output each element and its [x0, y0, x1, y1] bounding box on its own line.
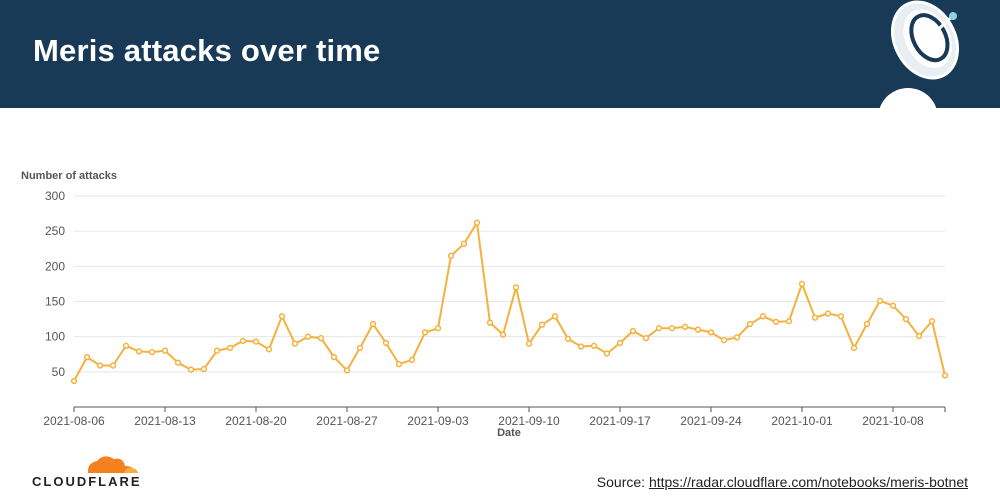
data-point	[239, 337, 247, 345]
data-point	[759, 313, 767, 320]
data-point	[122, 342, 130, 349]
data-point	[876, 297, 884, 304]
data-point	[707, 329, 715, 336]
x-axis-ticks: 2021-08-06 2021-08-13 2021-08-20 2021-08-27…	[43, 407, 946, 428]
data-point	[460, 240, 468, 247]
x-tick-label: 2021-09-10	[498, 414, 560, 428]
data-point	[772, 318, 780, 326]
y-tick-label: 200	[45, 259, 65, 273]
data-point	[733, 334, 741, 341]
data-point	[889, 302, 897, 309]
data-point	[434, 325, 442, 332]
x-tick-label: 2021-09-24	[680, 414, 742, 428]
data-point	[642, 334, 650, 342]
y-tick-label: 50	[52, 365, 66, 379]
header-banner: Meris attacks over time	[0, 0, 1000, 108]
data-point	[148, 348, 156, 356]
data-point	[551, 313, 559, 320]
data-point	[798, 280, 806, 288]
data-point	[603, 350, 611, 357]
data-point	[226, 344, 234, 352]
y-axis-label: Number of attacks	[21, 170, 117, 182]
y-tick-label: 150	[45, 295, 65, 309]
line-chart: Number of attacks 50 100 150 200 250 300 2021…	[21, 170, 949, 439]
data-point	[304, 333, 312, 340]
x-tick-label: 2021-08-20	[225, 414, 287, 428]
data-point	[174, 359, 182, 366]
data-point	[577, 343, 585, 350]
source-note: Source: https://radar.cloudflare.com/not…	[597, 474, 968, 490]
data-point	[135, 348, 143, 355]
data-point	[83, 353, 91, 361]
data-point	[382, 339, 390, 347]
data-point	[720, 337, 728, 344]
data-point	[187, 366, 195, 373]
data-point	[161, 347, 169, 354]
data-point	[278, 313, 286, 320]
satellite-dish-icon	[879, 0, 959, 108]
x-tick-label: 2021-09-03	[407, 414, 469, 428]
x-tick-label: 2021-08-13	[134, 414, 196, 428]
data-point	[291, 340, 299, 347]
y-tick-label: 250	[45, 224, 65, 238]
data-point	[538, 321, 546, 328]
data-point	[408, 356, 416, 364]
x-tick-label: 2021-08-27	[316, 414, 378, 428]
data-point	[109, 362, 117, 369]
x-tick-label: 2021-10-01	[771, 414, 833, 428]
data-point	[824, 310, 832, 317]
y-tick-label: 300	[45, 189, 65, 203]
data-point	[590, 342, 598, 349]
data-point	[681, 323, 689, 330]
x-axis-label: Date	[497, 427, 521, 439]
data-point	[330, 353, 338, 361]
data-point	[447, 252, 455, 259]
data-point	[343, 367, 351, 374]
x-tick-label: 2021-08-06	[43, 414, 105, 428]
data-point	[629, 327, 637, 335]
source-label: Source:	[596, 474, 649, 490]
data-point	[863, 320, 871, 328]
source-link[interactable]: https://radar.cloudflare.com/notebooks/m…	[648, 474, 968, 490]
data-point	[421, 329, 429, 336]
cloudflare-cloud-icon	[87, 456, 138, 473]
data-point	[668, 325, 676, 332]
data-point	[200, 365, 208, 373]
data-point	[213, 347, 221, 354]
data-point	[564, 335, 572, 342]
data-point	[473, 219, 481, 226]
data-point	[317, 334, 325, 342]
data-point	[96, 362, 104, 369]
x-tick-label: 2021-10-08	[862, 414, 924, 428]
y-tick-label: 100	[45, 330, 65, 344]
data-point	[655, 325, 663, 332]
grid-lines	[74, 195, 945, 373]
data-point	[811, 314, 819, 321]
y-axis-ticks: 50 100 150 200 250 300	[45, 189, 65, 379]
data-point	[837, 313, 845, 320]
x-tick-label: 2021-09-17	[589, 414, 651, 428]
data-point	[356, 344, 364, 352]
data-point	[395, 360, 403, 368]
data-point	[915, 332, 923, 340]
data-point	[265, 346, 273, 353]
data-point	[70, 377, 78, 385]
data-point	[252, 338, 260, 345]
data-point	[499, 331, 507, 338]
data-points	[70, 219, 949, 385]
data-point	[746, 320, 754, 328]
data-point	[941, 372, 949, 379]
data-point	[928, 318, 936, 325]
page-title: Meris attacks over time	[33, 33, 381, 68]
data-point	[369, 320, 377, 328]
data-point	[486, 319, 494, 326]
data-point	[902, 315, 910, 323]
data-point	[785, 318, 793, 325]
data-point	[850, 344, 858, 352]
data-point	[616, 339, 624, 347]
data-point	[512, 284, 520, 291]
data-point	[694, 326, 702, 333]
data-point	[525, 340, 533, 347]
cloudflare-wordmark: CLOUDFLARE	[32, 474, 142, 489]
